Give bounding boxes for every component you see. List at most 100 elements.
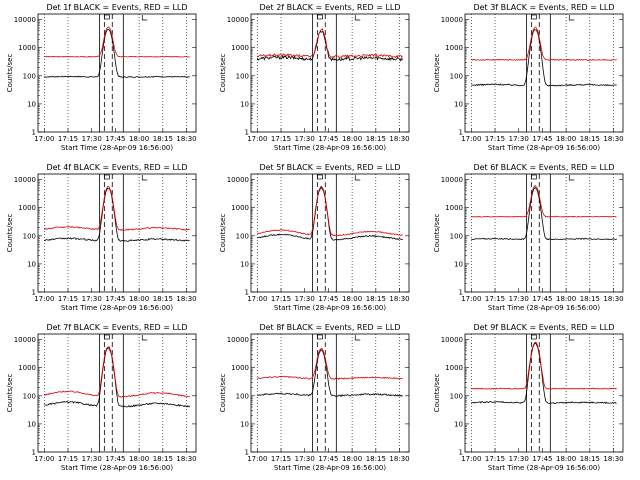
bracket-marker	[354, 335, 361, 341]
y-tick-label: 1000	[445, 204, 463, 212]
x-tick-label: 17:45	[532, 135, 552, 143]
plot-frame	[37, 333, 197, 453]
y-axis-label: Counts/sec	[219, 54, 227, 93]
y-tick-label: 10000	[227, 336, 249, 344]
x-axis-label: Start Time (28-Apr-09 16:56:00)	[488, 144, 600, 152]
x-axis-label: Start Time (28-Apr-09 16:56:00)	[488, 304, 600, 312]
events-series-line	[256, 30, 404, 62]
chart-svg: Det 1f BLACK = Events, RED = LLD 1 10 100 10…	[6, 3, 197, 152]
x-tick-label: 17:00	[461, 135, 481, 143]
chart-svg: Det 3f BLACK = Events, RED = LLD 1 10 100 10…	[433, 3, 624, 152]
y-tick-label: 10000	[441, 176, 463, 184]
y-tick-label: 10000	[227, 16, 249, 24]
y-axis-label: Counts/sec	[433, 374, 441, 413]
x-tick-label: 18:15	[153, 455, 173, 463]
bracket-marker	[354, 175, 361, 181]
y-tick-label: 10000	[14, 176, 36, 184]
y-tick-label: 1000	[231, 364, 249, 372]
detector-panel-3: Det 3f BLACK = Events, RED = LLD 1 10 100 10…	[427, 0, 640, 160]
y-tick-label: 10000	[14, 336, 36, 344]
y-tick-label: 1	[459, 449, 463, 457]
y-tick-label: 1000	[231, 44, 249, 52]
x-tick-label: 17:15	[485, 455, 505, 463]
plot-frame	[464, 173, 624, 293]
y-axis-label: Counts/sec	[219, 374, 227, 413]
y-tick-label: 100	[236, 392, 249, 400]
y-tick-label: 100	[450, 392, 463, 400]
plot-frame	[37, 173, 197, 293]
lld-series-line	[257, 348, 403, 380]
x-tick-label: 17:45	[105, 455, 125, 463]
plot-frame	[37, 13, 197, 133]
y-tick-label: 1	[245, 449, 249, 457]
lld-series-line	[257, 185, 403, 237]
y-tick-label: 10	[240, 260, 249, 268]
lld-series-line	[44, 185, 190, 231]
x-tick-label: 17:45	[105, 295, 125, 303]
x-tick-label: 17:45	[532, 295, 552, 303]
x-tick-label: 17:30	[509, 295, 529, 303]
x-tick-label: 17:00	[247, 135, 267, 143]
y-tick-label: 100	[23, 232, 36, 240]
bracket-marker	[568, 15, 575, 21]
x-tick-label: 18:15	[580, 455, 600, 463]
x-tick-label: 17:45	[318, 455, 338, 463]
y-tick-label: 10	[240, 100, 249, 108]
y-tick-label: 1	[32, 449, 36, 457]
plot-frame	[250, 13, 410, 133]
chart-title: Det 9f BLACK = Events, RED = LLD	[473, 323, 614, 332]
y-tick-label: 1	[459, 289, 463, 297]
x-tick-label: 17:15	[485, 135, 505, 143]
detector-panel-9: Det 9f BLACK = Events, RED = LLD 1 10 100 10…	[427, 320, 640, 480]
x-tick-label: 18:15	[366, 455, 386, 463]
x-tick-label: 18:00	[129, 295, 149, 303]
x-tick-label: 18:30	[389, 295, 409, 303]
detector-panel-5: Det 5f BLACK = Events, RED = LLD 1 10 100 10…	[213, 160, 426, 320]
events-series-line	[44, 29, 190, 78]
x-tick-label: 17:15	[58, 135, 78, 143]
y-axis-label: Counts/sec	[219, 214, 227, 253]
y-tick-label: 100	[450, 232, 463, 240]
x-tick-label: 17:30	[82, 455, 102, 463]
x-tick-label: 17:30	[295, 135, 315, 143]
x-tick-label: 17:45	[318, 135, 338, 143]
x-tick-label: 18:00	[129, 135, 149, 143]
x-tick-label: 18:15	[153, 295, 173, 303]
y-axis-label: Counts/sec	[6, 214, 14, 253]
chart-title: Det 6f BLACK = Events, RED = LLD	[473, 163, 614, 172]
x-tick-label: 18:00	[342, 295, 362, 303]
x-tick-label: 18:00	[342, 455, 362, 463]
x-tick-label: 18:30	[176, 135, 196, 143]
y-tick-label: 1000	[18, 44, 36, 52]
chart-title: Det 4f BLACK = Events, RED = LLD	[46, 163, 187, 172]
bracket-marker	[141, 335, 148, 341]
bracket-marker	[354, 15, 361, 21]
x-tick-label: 18:30	[389, 135, 409, 143]
x-tick-label: 17:30	[509, 455, 529, 463]
x-tick-label: 17:00	[34, 295, 54, 303]
x-tick-label: 18:30	[603, 455, 623, 463]
y-tick-label: 1000	[445, 44, 463, 52]
y-axis-label: Counts/sec	[6, 54, 14, 93]
events-series-line	[257, 186, 403, 241]
x-tick-label: 18:15	[366, 295, 386, 303]
y-tick-label: 1	[459, 129, 463, 137]
detector-panel-4: Det 4f BLACK = Events, RED = LLD 1 10 100 10…	[0, 160, 213, 320]
y-axis-label: Counts/sec	[6, 374, 14, 413]
y-tick-label: 10	[27, 100, 36, 108]
x-tick-label: 17:15	[271, 455, 291, 463]
lld-series-line	[471, 184, 617, 218]
y-tick-label: 10000	[14, 16, 36, 24]
chart-title: Det 5f BLACK = Events, RED = LLD	[259, 163, 400, 172]
y-tick-label: 100	[23, 72, 36, 80]
x-tick-label: 17:15	[485, 295, 505, 303]
y-tick-label: 100	[23, 392, 36, 400]
events-series-line	[471, 342, 617, 404]
x-tick-label: 18:00	[342, 135, 362, 143]
x-axis-label: Start Time (28-Apr-09 16:56:00)	[61, 304, 173, 312]
interval-marker	[317, 334, 323, 340]
y-tick-label: 1	[32, 129, 36, 137]
x-tick-label: 17:45	[318, 295, 338, 303]
lld-series-line	[471, 26, 617, 61]
x-tick-label: 17:15	[271, 135, 291, 143]
